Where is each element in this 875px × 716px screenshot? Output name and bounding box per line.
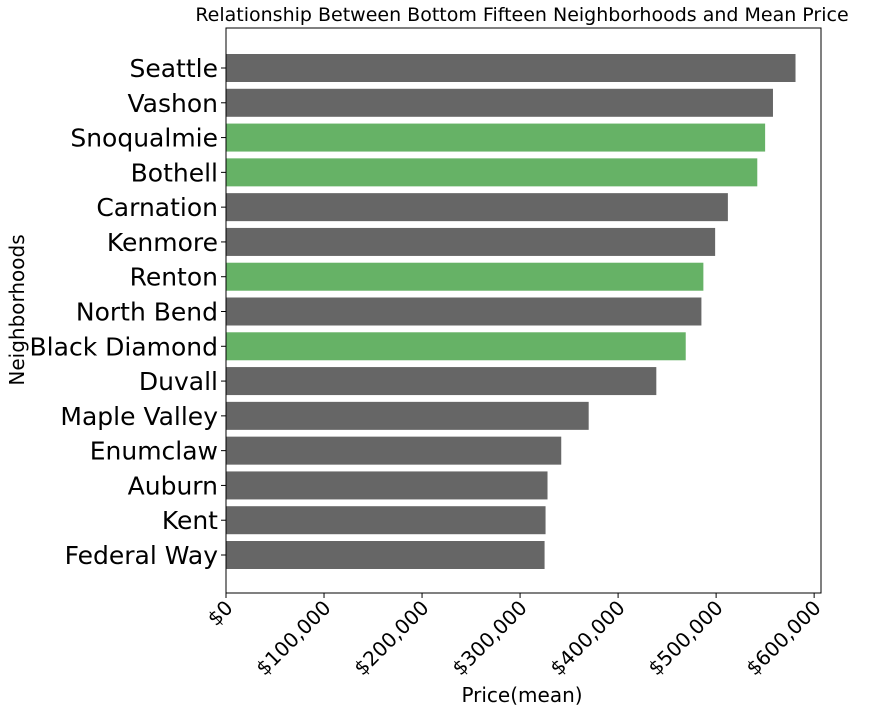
bar-carnation [226, 193, 728, 222]
bar-kenmore [226, 227, 716, 256]
x-axis-ticks: $0 $100,000 $200,000 $300,000 $400,000 $500,0… [203, 593, 826, 680]
category-label-north-bend: North Bend [76, 298, 218, 327]
bar-kent [226, 506, 546, 535]
bar-federal-way [226, 541, 545, 569]
y-axis-label: Neighborhoods [5, 234, 29, 385]
bar-duvall [226, 367, 657, 396]
category-label-vashon: Vashon [128, 89, 219, 118]
bars-group [226, 54, 796, 569]
bar-maple-valley [226, 401, 589, 430]
bar-vashon [226, 88, 773, 117]
category-label-duvall: Duvall [139, 367, 218, 396]
category-label-renton: Renton [130, 263, 218, 292]
category-label-maple-valley: Maple Valley [60, 402, 218, 431]
category-label-snoqualmie: Snoqualmie [70, 124, 218, 153]
bar-enumclaw [226, 436, 562, 465]
category-label-black-diamond: Black Diamond [30, 332, 218, 361]
category-label-enumclaw: Enumclaw [90, 437, 218, 466]
category-labels: Seattle Vashon Snoqualmie Bothell Carnation K… [30, 54, 226, 570]
category-label-carnation: Carnation [96, 193, 218, 222]
bar-snoqualmie [226, 123, 766, 152]
x-tick-label: $0 [203, 596, 238, 631]
bar-auburn [226, 471, 548, 500]
plot-frame [225, 27, 822, 594]
bar-black-diamond [226, 332, 686, 361]
x-tick-label: $500,000 [643, 596, 727, 680]
x-tick-label: $400,000 [545, 596, 629, 680]
x-axis-label: Price(mean) [461, 683, 582, 707]
category-label-seattle: Seattle [129, 54, 218, 83]
category-label-kent: Kent [162, 506, 218, 535]
bar-seattle [226, 54, 796, 82]
category-label-kenmore: Kenmore [107, 228, 218, 257]
chart-title: Relationship Between Bottom Fifteen Neig… [195, 4, 848, 26]
bar-bothell [226, 158, 758, 187]
x-tick-label: $100,000 [251, 596, 335, 680]
bar-north-bend [226, 297, 702, 326]
x-tick-label: $200,000 [349, 596, 433, 680]
bar-renton [226, 262, 704, 291]
x-tick-label: $600,000 [741, 596, 825, 680]
category-label-federal-way: Federal Way [65, 541, 219, 570]
category-label-bothell: Bothell [131, 158, 218, 187]
x-tick-label: $300,000 [447, 596, 531, 680]
category-label-auburn: Auburn [128, 471, 218, 500]
